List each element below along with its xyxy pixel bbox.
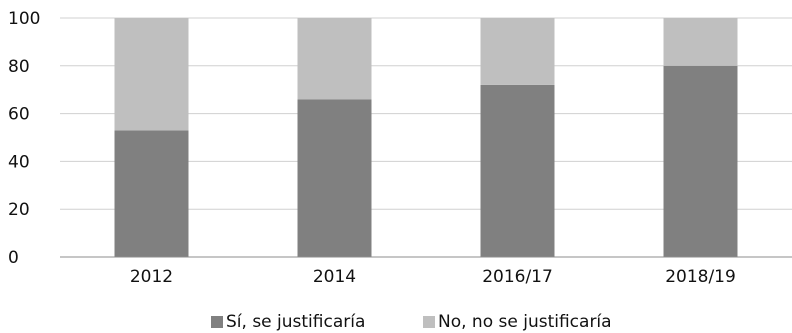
y-tick-label: 20 (8, 200, 30, 220)
legend-label: No, no se justificaría (438, 312, 612, 332)
y-tick-label: 40 (8, 152, 30, 172)
bar-segment-no (480, 18, 555, 85)
legend-swatch (423, 316, 435, 328)
legend-label: Sí, se justificaría (226, 312, 365, 332)
x-axis-ticks: 2012 2014 2016/17 2018/19 (130, 267, 736, 287)
bar-segment-si (480, 84, 555, 257)
y-tick-label: 0 (8, 248, 19, 268)
bar-segment-no (297, 18, 372, 100)
y-tick-label: 60 (8, 105, 30, 125)
y-tick-label: 100 (8, 9, 40, 29)
bar-segment-no (663, 18, 738, 66)
bars (114, 18, 738, 257)
y-axis-ticks: 0 20 40 60 80 100 (8, 9, 40, 268)
bar-segment-si (663, 65, 738, 257)
y-tick-label: 80 (8, 57, 30, 77)
bar-segment-si (297, 99, 372, 257)
x-tick-label: 2016/17 (482, 267, 553, 287)
x-tick-label: 2018/19 (665, 267, 736, 287)
bar-segment-si (114, 130, 189, 257)
bar-segment-no (114, 18, 189, 131)
x-tick-label: 2014 (313, 267, 356, 287)
legend: Sí, se justificaría No, no se justificarí… (211, 312, 612, 332)
legend-swatch (211, 316, 223, 328)
x-tick-label: 2012 (130, 267, 173, 287)
